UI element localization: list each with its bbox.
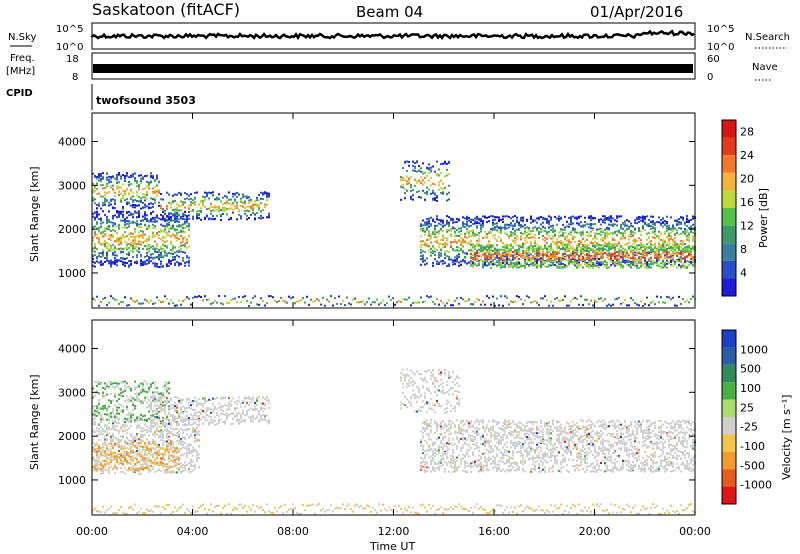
power-ytick-3000: 3000 [58,179,86,192]
power-cbar-tick-24: 24 [740,149,754,162]
power-panel-frame [91,112,696,309]
nsearch-tick-high: 10^5 [707,24,734,35]
nsky-label: N.Sky [8,32,36,43]
velocity-swatch-0 [722,330,736,348]
nsearch-label: N.Search [745,32,790,43]
power-cbar-tick-16: 16 [740,196,754,209]
velocity-ylabel: Slant Range [km] [28,374,41,470]
freq-label-1: Freq. [10,53,35,64]
velocity-cbar-tick-0: 1000 [740,343,768,356]
cpid-value: twofsound 3503 [96,94,196,107]
velocity-swatch-7 [722,451,736,470]
power-swatch-2 [722,155,736,173]
power-ytick-2000: 2000 [58,223,86,236]
freq-panel [91,52,696,80]
nave-tick-low: 0 [707,72,713,83]
velocity-cbar-tick-2: 100 [740,382,761,395]
velocity-ytick-4000: 4000 [58,342,86,355]
nsky-tick-high: 10^5 [56,24,83,35]
power-ytick-4000: 4000 [58,135,86,148]
velocity-swatch-5 [722,417,736,435]
time-axis: 00:00 04:00 08:00 12:00 16:00 20:00 00:00 [76,113,711,538]
nsky-tick-low: 10^0 [56,42,83,53]
velocity-cbar-tick-4: -25 [740,421,758,434]
velocity-cbar-tick-1: 500 [740,363,761,376]
velocity-swatch-4 [722,399,736,417]
velocity-swatch-8 [722,469,736,487]
velocity-colorbar: 1000 500 100 25 -25 -100 -500 -1000 [721,329,772,505]
nave-label: Nave [752,62,778,73]
power-swatch-9 [722,278,736,296]
power-swatch-0 [722,120,736,138]
power-colorbar-label: Power [dB] [757,188,770,248]
power-cbar-tick-12: 12 [740,220,754,233]
velocity-heatmap [92,368,696,515]
velocity-cbar-tick-6: -500 [740,459,765,472]
time-tick-0: 00:00 [76,525,108,538]
nave-tick-high: 60 [707,54,720,65]
power-swatch-3 [722,172,736,191]
time-tick-3: 12:00 [378,525,410,538]
nsky-trace [90,29,695,41]
time-axis-label: Time UT [369,540,415,553]
velocity-axis: 1000 2000 3000 4000 [58,342,695,487]
time-tick-4: 16:00 [478,525,510,538]
power-swatch-7 [722,243,736,261]
freq-label-2: [MHz] [6,66,35,77]
power-cbar-tick-8: 8 [740,243,747,256]
velocity-cbar-tick-7: -1000 [740,479,772,492]
time-tick-2: 08:00 [277,525,309,538]
velocity-ytick-3000: 3000 [58,386,86,399]
power-cbar-tick-4: 4 [740,267,747,280]
freq-tick-high: 18 [66,54,79,65]
power-axis: 1000 2000 3000 4000 [58,135,695,280]
velocity-swatch-3 [722,382,736,400]
velocity-cbar-tick-5: -100 [740,440,765,453]
power-swatch-4 [722,190,736,208]
time-tick-5: 20:00 [579,525,611,538]
power-ytick-1000: 1000 [58,267,86,280]
velocity-colorbar-label: Velocity [m s⁻¹] [780,395,793,480]
freq-tick-low: 8 [72,72,78,83]
power-ylabel: Slant Range [km] [28,166,41,262]
power-swatch-5 [722,208,736,226]
power-swatch-6 [722,225,736,244]
velocity-ytick-2000: 2000 [58,430,86,443]
velocity-swatch-1 [722,347,736,365]
power-colorbar: 4 8 12 16 20 24 28 [721,119,754,297]
nsearch-tick-low: 10^0 [707,42,734,53]
station-title: Saskatoon (fitACF) [92,0,240,19]
velocity-swatch-2 [722,364,736,383]
velocity-ytick-1000: 1000 [58,474,86,487]
power-cbar-tick-28: 28 [740,126,754,139]
time-tick-6: 00:00 [679,525,711,538]
freq-trace [93,64,693,73]
beam-title: Beam 04 [356,3,423,21]
nsky-line [90,29,695,41]
time-tick-1: 04:00 [177,525,209,538]
power-cbar-tick-20: 20 [740,173,754,186]
cpid-label: CPID [6,88,33,99]
power-heatmap [92,160,696,307]
velocity-swatch-9 [722,486,736,504]
power-swatch-8 [722,260,736,279]
power-swatch-1 [722,137,736,156]
velocity-swatch-6 [722,434,736,452]
velocity-cbar-tick-3: 25 [740,401,754,414]
date-title: 01/Apr/2016 [590,3,683,21]
